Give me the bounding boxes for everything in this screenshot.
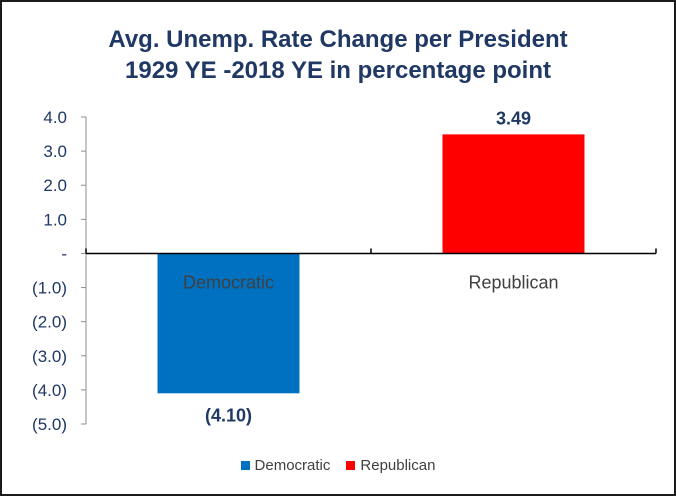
category-label-democratic: Democratic: [183, 272, 274, 292]
chart-title: Avg. Unemp. Rate Change per President 19…: [2, 24, 674, 86]
y-tick-label: 2.0: [43, 176, 67, 195]
y-tick-label: (3.0): [32, 347, 67, 366]
bar-republican: [442, 134, 585, 254]
y-tick-label: 4.0: [43, 108, 67, 127]
legend: Democratic Republican: [2, 457, 674, 474]
chart-title-line-1: Avg. Unemp. Rate Change per President: [108, 26, 568, 53]
y-tick-label: (1.0): [32, 279, 67, 298]
legend-swatch-republican: [346, 461, 356, 470]
chart-title-line-2: 1929 YE -2018 YE in percentage point: [125, 57, 551, 84]
y-tick-label: (2.0): [32, 313, 67, 332]
y-tick-label: 3.0: [43, 142, 67, 161]
bar-democratic: [157, 253, 300, 394]
legend-label-democratic: Democratic: [254, 457, 331, 474]
legend-label-republican: Republican: [360, 457, 436, 474]
y-tick-label: 1.0: [43, 210, 67, 229]
data-label-republican: 3.49: [496, 108, 531, 128]
legend-swatch-democratic: [240, 461, 250, 470]
y-tick-label: (5.0): [32, 415, 67, 434]
y-tick-label: -: [61, 244, 67, 263]
data-label-democratic: (4.10): [205, 405, 252, 425]
legend-item-republican: Republican: [346, 457, 435, 474]
category-label-republican: Republican: [468, 272, 558, 292]
legend-item-democratic: Democratic: [240, 457, 331, 474]
y-tick-label: (4.0): [32, 381, 67, 400]
